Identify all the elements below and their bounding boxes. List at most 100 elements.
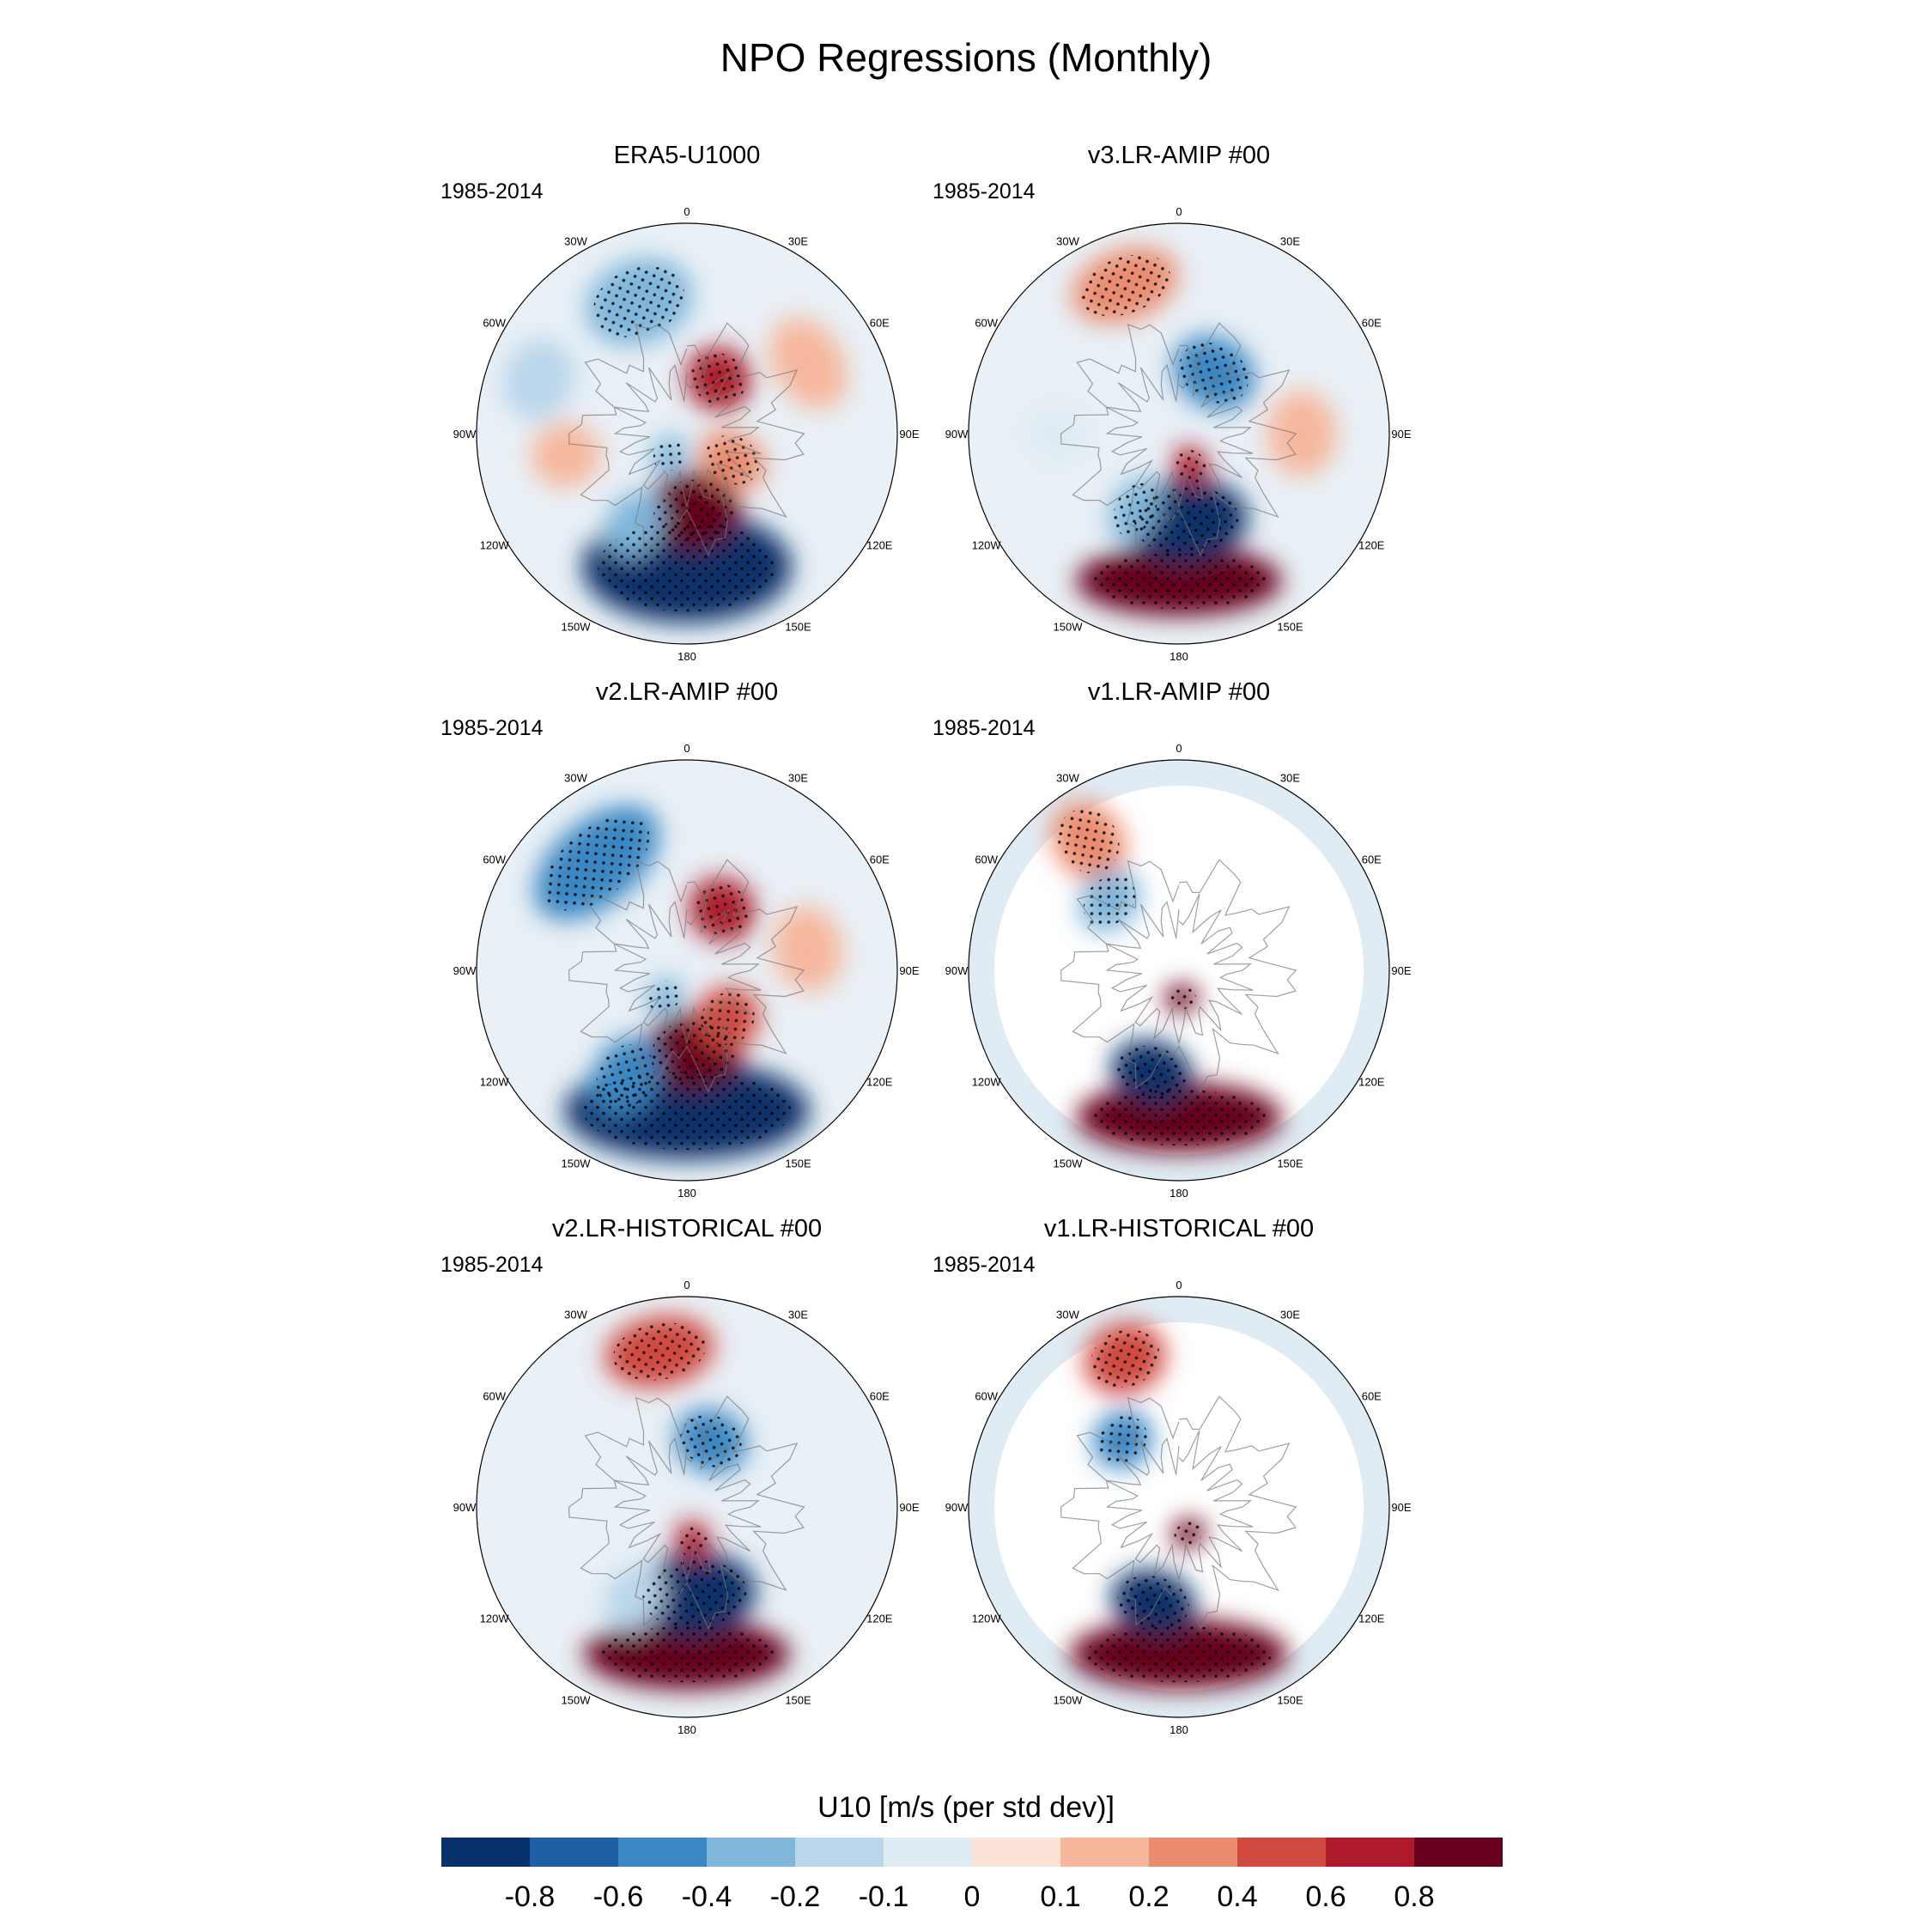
longitude-label: 90E [1391, 964, 1411, 977]
longitude-label: 30W [1056, 235, 1079, 248]
longitude-label: 90E [1391, 428, 1411, 440]
longitude-label: 90W [453, 964, 477, 977]
map-background [477, 1297, 897, 1717]
longitude-label: 120W [972, 1076, 1002, 1089]
map-panel-era5: ERA5-U1000 1985-2014 180 150E 120E 90E 60E 30E 0… [412, 142, 962, 663]
map-panel-v1hist: v1.LR-HISTORICAL #00 1985-2014 180 150E 120E… [904, 1215, 1454, 1736]
longitude-label: 60E [1362, 854, 1382, 866]
map-border [968, 1296, 1390, 1718]
panel-period: 1985-2014 [933, 716, 1036, 740]
colorbar-tick-label: 0 [964, 1880, 981, 1913]
panel-period: 1985-2014 [933, 179, 1036, 204]
map-border [476, 1296, 898, 1718]
colorbar-swatch [1237, 1838, 1327, 1867]
colorbar-title: U10 [m/s (per std dev)] [817, 1791, 1115, 1824]
map-border [476, 222, 898, 645]
panel-period: 1985-2014 [933, 1253, 1036, 1277]
significance-stipple [1117, 1046, 1187, 1098]
colorbar-tick-label: 0.4 [1217, 1880, 1257, 1913]
longitude-label: 60E [870, 1390, 890, 1403]
colorbar-tick-label: -0.6 [593, 1880, 644, 1913]
panel-period: 1985-2014 [440, 179, 544, 204]
longitude-label: 150E [1277, 620, 1303, 633]
map-border [968, 222, 1390, 645]
longitude-label: 60W [975, 1390, 998, 1403]
longitude-label: 30E [1280, 1309, 1300, 1321]
map-background [969, 223, 1389, 644]
anomaly-region [502, 338, 575, 421]
panel-title: v2.LR-AMIP #00 [595, 678, 779, 706]
longitude-label: 120E [866, 539, 893, 552]
coastlines [568, 322, 805, 556]
longitude-label: 90W [945, 1501, 969, 1514]
panel-title: ERA5-U1000 [613, 142, 761, 169]
significance-stipple [613, 1322, 707, 1381]
significance-stipple [1176, 450, 1206, 483]
panel-title: v2.LR-HISTORICAL #00 [551, 1215, 823, 1242]
panel-title: v1.LR-AMIP #00 [1087, 678, 1271, 706]
colorbar-swatch [1326, 1838, 1415, 1867]
coastlines [568, 859, 805, 1093]
figure-title: NPO Regressions (Monthly) [720, 35, 1212, 80]
colorbar-swatch [1414, 1838, 1503, 1867]
significance-stipple [1174, 1522, 1203, 1546]
coastlines [1060, 859, 1297, 1093]
longitude-label: 120W [972, 1613, 1002, 1625]
significance-stipple [596, 1044, 655, 1109]
significance-stipple [599, 1625, 775, 1683]
longitude-label: 0 [1176, 742, 1182, 755]
colorbar-tick-label: -0.4 [682, 1880, 732, 1913]
significance-stipple [1091, 1089, 1267, 1146]
anomaly-region [1021, 401, 1091, 466]
anomaly-region [772, 906, 843, 992]
longitude-label: 0 [683, 742, 690, 755]
longitude-label: 120E [1358, 1613, 1385, 1625]
longitude-label: 150W [562, 620, 592, 633]
panel-title: v1.LR-HISTORICAL #00 [1043, 1215, 1315, 1242]
longitude-label: 150W [562, 1693, 592, 1706]
map-panel-v2hist: v2.LR-HISTORICAL #00 1985-2014 180 150E 120E… [412, 1215, 962, 1736]
polar-map: 180 150E 120E 90E 60E 30E 0 30W 60W 90W 120W 150W [945, 205, 1412, 663]
longitude-label: 120W [972, 539, 1002, 552]
colorbar-swatch [1149, 1838, 1238, 1867]
longitude-label: 150E [785, 620, 811, 633]
anomaly-region [531, 422, 601, 488]
significance-stipple [1083, 874, 1136, 927]
longitude-label: 180 [1170, 650, 1188, 663]
longitude-label: 150W [1054, 620, 1084, 633]
colorbar-swatch [441, 1838, 531, 1867]
colorbar-tick-label: -0.8 [505, 1880, 556, 1913]
longitude-label: 60W [975, 317, 998, 330]
panel-title: v3.LR-AMIP #00 [1087, 142, 1271, 169]
panel-period: 1985-2014 [440, 1253, 544, 1277]
longitude-label: 90W [945, 964, 969, 977]
longitude-label: 120W [480, 1613, 510, 1625]
longitude-label: 120E [866, 1613, 893, 1625]
colorbar-tick-label: 0.1 [1040, 1880, 1080, 1913]
longitude-label: 90W [453, 428, 477, 440]
significance-stipple [593, 266, 685, 337]
significance-stipple [1166, 987, 1196, 1010]
significance-stipple [678, 1524, 708, 1558]
significance-stipple [1091, 552, 1267, 610]
longitude-label: 150E [785, 1693, 811, 1706]
coastlines [1060, 322, 1297, 556]
significance-stipple [1179, 342, 1249, 404]
longitude-label: 60E [1362, 1390, 1382, 1403]
longitude-label: 30E [1280, 772, 1300, 785]
colorbar-tick-label: -0.1 [859, 1880, 909, 1913]
longitude-label: 30E [788, 235, 808, 248]
colorbar-swatch [530, 1838, 619, 1867]
longitude-label: 60W [483, 1390, 506, 1403]
longitude-label: 30E [788, 772, 808, 785]
significance-stipple [694, 883, 750, 936]
significance-stipple [1113, 483, 1157, 536]
longitude-label: 150W [1054, 1693, 1084, 1706]
colorbar-swatch [884, 1838, 973, 1867]
longitude-label: 60W [975, 854, 998, 866]
map-background [969, 1297, 1389, 1717]
longitude-label: 150E [1277, 1693, 1303, 1706]
map-border [476, 759, 898, 1182]
longitude-label: 30W [564, 772, 587, 785]
longitude-label: 90E [899, 964, 919, 977]
